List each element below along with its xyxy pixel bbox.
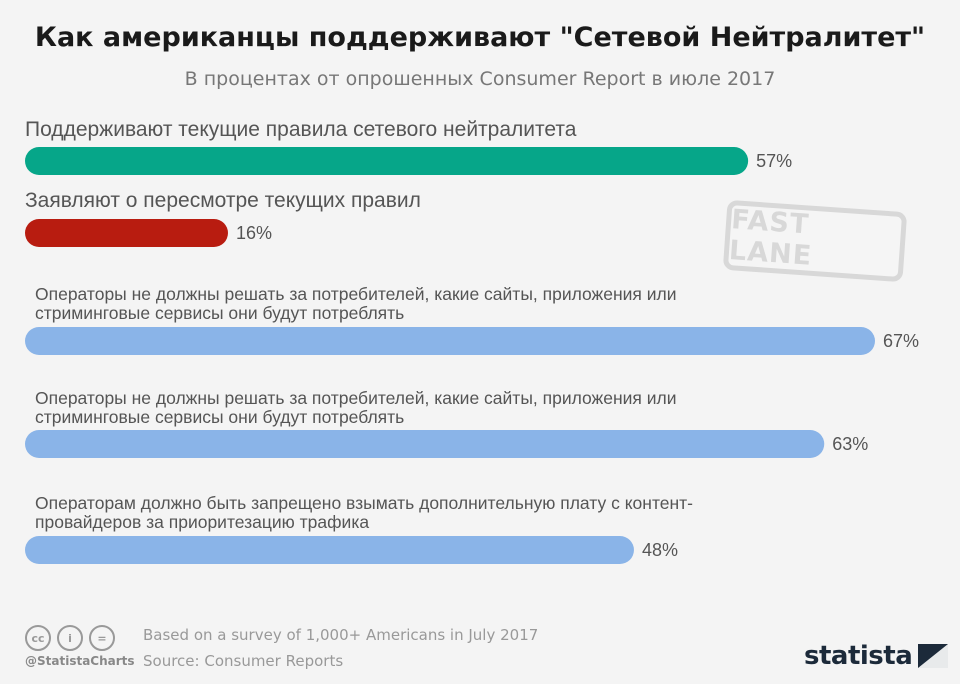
value-label: 67% (883, 331, 919, 351)
statista-logo[interactable]: statista (804, 641, 949, 671)
license-icons: cc i = (25, 625, 115, 651)
bar (25, 430, 825, 458)
twitter-handle[interactable]: @StatistaCharts (25, 654, 135, 668)
survey-note: Based on a survey of 1,000+ Americans in… (143, 626, 539, 644)
category-label: Поддерживают текущие правила сетевого не… (25, 118, 577, 141)
bar-chart: Поддерживают текущие правила сетевого не… (25, 118, 919, 564)
chart-title: Как американцы поддерживают "Сетевой Ней… (34, 22, 926, 53)
category-label: провайдеров за приоритезацию трафика (35, 512, 369, 532)
category-label: Заявляют о пересмотре текущих правил (25, 189, 421, 212)
statista-logo-icon (918, 644, 949, 668)
bar (25, 147, 749, 175)
bar (25, 327, 875, 355)
category-label: стриминговые сервисы они будут потреблят… (35, 303, 404, 323)
chart-subtitle: В процентах от опрошенных Consumer Repor… (184, 68, 776, 90)
bar (25, 219, 228, 247)
brand-name: statista (804, 641, 913, 671)
bar (25, 536, 634, 564)
cc-icon: cc (25, 625, 51, 651)
nd-icon: = (89, 625, 115, 651)
category-label: Операторам должно быть запрещено взымать… (35, 493, 693, 513)
value-label: 48% (642, 540, 678, 560)
category-label: стриминговые сервисы они будут потреблят… (35, 407, 404, 427)
value-label: 16% (236, 223, 272, 243)
by-icon: i (57, 625, 83, 651)
category-label: Операторы не должны решать за потребител… (35, 284, 677, 304)
source-note: Source: Consumer Reports (143, 652, 344, 670)
category-label: Операторы не должны решать за потребител… (35, 388, 677, 408)
fast-lane-stamp: FAST LANE (722, 199, 908, 283)
value-label: 57% (756, 151, 792, 171)
value-label: 63% (832, 434, 868, 454)
